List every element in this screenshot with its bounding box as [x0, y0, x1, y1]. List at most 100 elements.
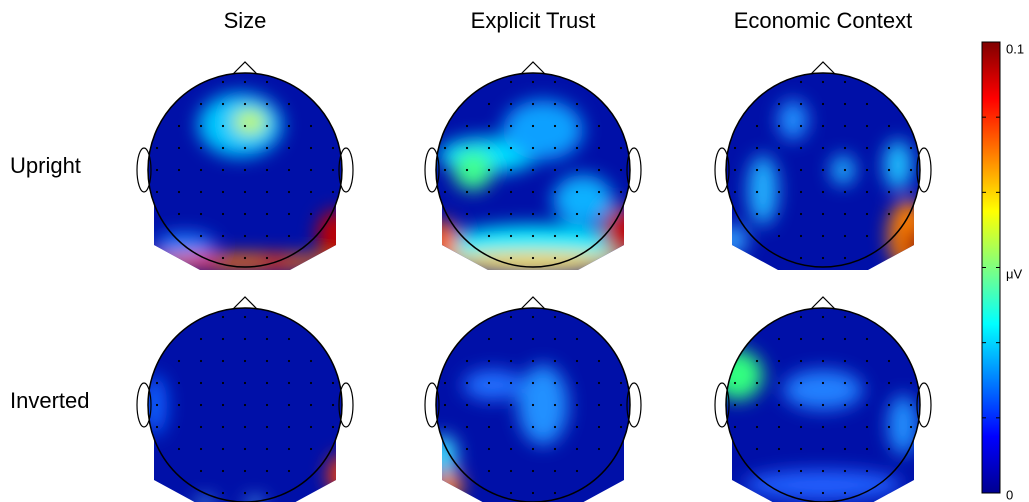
electrode	[155, 146, 159, 150]
electrode	[221, 337, 225, 341]
electrode	[487, 124, 491, 128]
electrode	[733, 146, 737, 150]
ear	[626, 382, 642, 428]
electrode	[487, 381, 491, 385]
electrode	[509, 168, 513, 172]
electrode	[843, 190, 847, 194]
electrode	[487, 102, 491, 106]
electrode	[821, 469, 825, 473]
electrode	[531, 337, 535, 341]
electrode	[755, 168, 759, 172]
blob	[778, 100, 808, 140]
electrode	[287, 212, 291, 216]
ear	[424, 382, 440, 428]
electrode	[265, 403, 269, 407]
electrode	[199, 212, 203, 216]
electrode	[553, 168, 557, 172]
blob	[191, 255, 219, 269]
blob	[436, 435, 457, 475]
electrode	[309, 124, 313, 128]
electrode	[597, 359, 601, 363]
electrode	[487, 403, 491, 407]
blob	[783, 370, 863, 410]
electrode	[487, 146, 491, 150]
electrode	[221, 447, 225, 451]
electrode	[843, 124, 847, 128]
electrode	[799, 425, 803, 429]
electrode	[887, 146, 891, 150]
row-label: Inverted	[10, 388, 90, 413]
electrode	[177, 381, 181, 385]
electrode	[265, 256, 269, 260]
topomap	[148, 73, 342, 270]
colorbar-label: μV	[1006, 266, 1022, 281]
electrode	[575, 146, 579, 150]
electrode	[199, 168, 203, 172]
electrode	[177, 212, 181, 216]
electrode	[597, 168, 601, 172]
electrode	[287, 469, 291, 473]
electrode	[221, 80, 225, 84]
electrode	[843, 315, 847, 319]
electrode	[597, 447, 601, 451]
electrode	[553, 124, 557, 128]
electrode	[265, 80, 269, 84]
electrode	[443, 425, 447, 429]
electrode	[243, 381, 247, 385]
blob	[234, 110, 266, 134]
electrode	[553, 469, 557, 473]
electrode	[575, 234, 579, 238]
topomap	[726, 73, 920, 270]
electrode	[309, 359, 313, 363]
electrode	[619, 146, 623, 150]
electrode	[821, 403, 825, 407]
blob	[503, 100, 583, 160]
electrode	[243, 447, 247, 451]
electrode	[465, 146, 469, 150]
electrode	[619, 168, 623, 172]
blob	[743, 470, 903, 500]
colorbar-tick-label: 0.1	[1006, 41, 1024, 56]
electrode	[487, 469, 491, 473]
electrode	[777, 234, 781, 238]
electrode	[821, 146, 825, 150]
electrode	[887, 381, 891, 385]
electrode	[843, 168, 847, 172]
electrode	[799, 124, 803, 128]
electrode	[865, 124, 869, 128]
electrode	[843, 403, 847, 407]
electrode	[287, 234, 291, 238]
electrode	[575, 359, 579, 363]
electrode	[487, 212, 491, 216]
electrode	[619, 425, 623, 429]
electrode	[243, 212, 247, 216]
electrode	[821, 359, 825, 363]
electrode	[531, 168, 535, 172]
electrode	[509, 102, 513, 106]
electrode	[733, 168, 737, 172]
electrode	[865, 337, 869, 341]
electrode	[821, 168, 825, 172]
electrode	[221, 212, 225, 216]
ear	[136, 382, 152, 428]
nose	[232, 61, 258, 75]
electrode	[909, 403, 913, 407]
colorbar-tick-label: 0	[1006, 487, 1013, 502]
blob	[603, 207, 630, 257]
electrode	[865, 190, 869, 194]
electrode	[199, 469, 203, 473]
electrode	[155, 190, 159, 194]
electrode	[265, 146, 269, 150]
electrode	[887, 212, 891, 216]
electrode	[309, 381, 313, 385]
electrode	[309, 146, 313, 150]
electrode	[575, 447, 579, 451]
electrode	[843, 381, 847, 385]
electrode	[553, 102, 557, 106]
electrode	[799, 337, 803, 341]
electrode	[553, 381, 557, 385]
blob	[553, 175, 613, 225]
blob	[905, 227, 920, 263]
electrode	[597, 124, 601, 128]
electrode	[331, 146, 335, 150]
